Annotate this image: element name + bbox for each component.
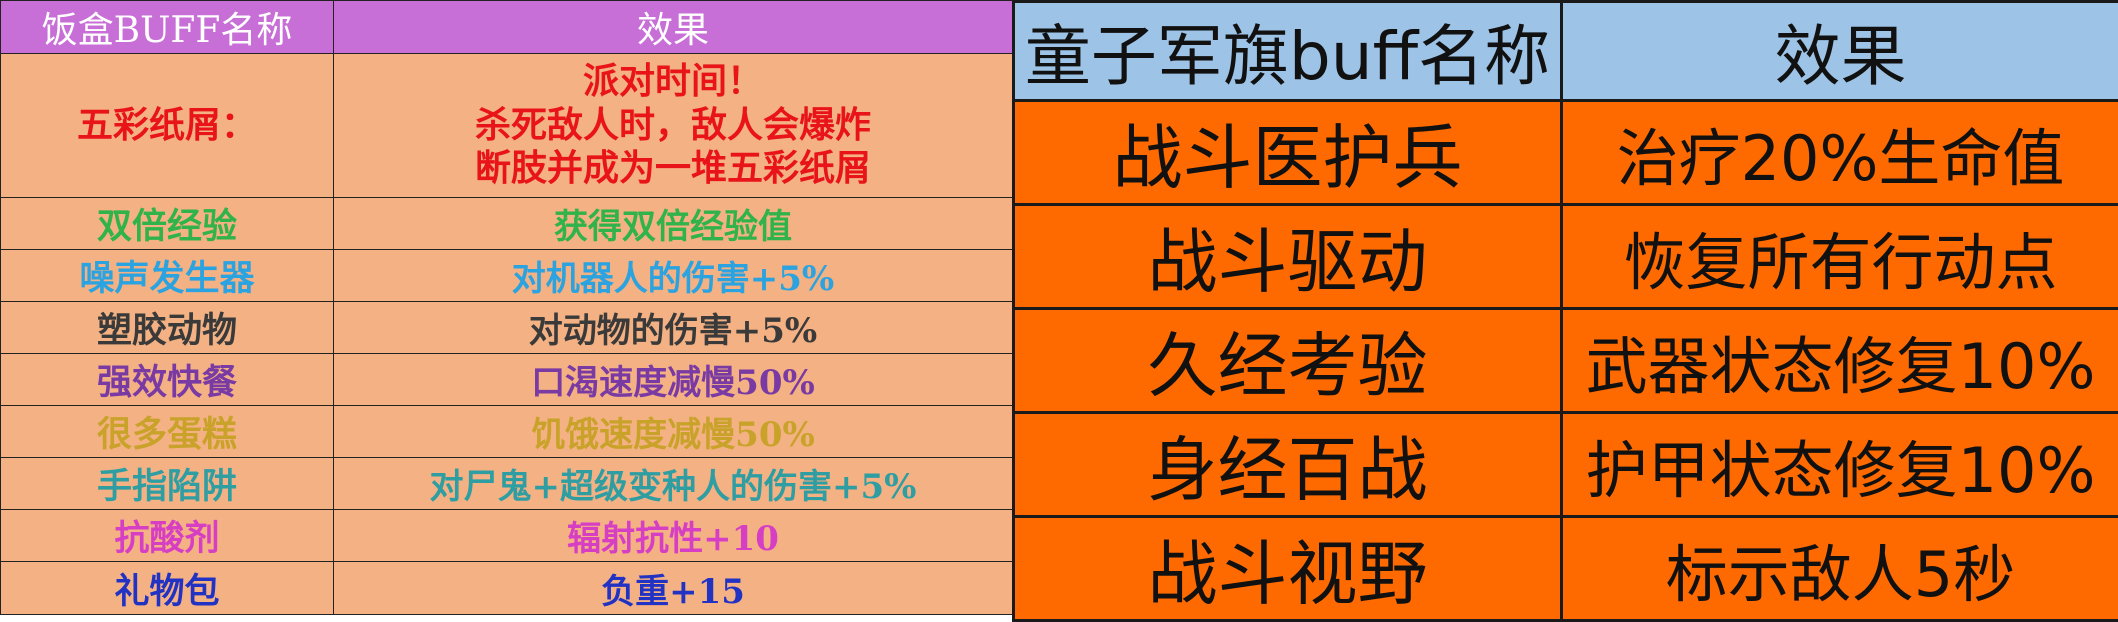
scout-banner-buff-table: 童子军旗buff名称 效果 战斗医护兵 治疗20%生命值 战斗驱动 恢复所有行动…	[1012, 0, 2118, 622]
buff-effect-cell: 对动物的伤害+5%	[334, 302, 1013, 354]
buff-name-cell: 手指陷阱	[1, 458, 334, 510]
buff-effect-cell: 口渴速度减慢50%	[334, 354, 1013, 406]
buff-effect-cell: 护甲状态修复10%	[1562, 413, 2118, 517]
buff-effect-cell: 派对时间！ 杀死敌人时，敌人会爆炸 断肢并成为一堆五彩纸屑	[334, 54, 1013, 198]
buff-name-cell: 强效快餐	[1, 354, 334, 406]
table-row: 战斗视野 标示敌人5秒	[1014, 517, 2118, 621]
buff-effect-cell: 对尸鬼+超级变种人的伤害+5%	[334, 458, 1013, 510]
table-row: 久经考验 武器状态修复10%	[1014, 309, 2118, 413]
header-effect: 效果	[334, 1, 1013, 54]
buff-effect-cell: 辐射抗性+10	[334, 510, 1013, 562]
header-buff-name: 童子军旗buff名称	[1014, 2, 1562, 101]
buff-name-cell: 噪声发生器	[1, 250, 334, 302]
table-row: 抗酸剂 辐射抗性+10	[1, 510, 1013, 562]
lunchbox-buff-table: 饭盒BUFF名称 效果 五彩纸屑： 派对时间！ 杀死敌人时，敌人会爆炸 断肢并成…	[0, 0, 1013, 615]
buff-effect-cell: 标示敌人5秒	[1562, 517, 2118, 621]
table-row: 五彩纸屑： 派对时间！ 杀死敌人时，敌人会爆炸 断肢并成为一堆五彩纸屑	[1, 54, 1013, 198]
buff-name-cell: 礼物包	[1, 562, 334, 615]
buff-name-cell: 久经考验	[1014, 309, 1562, 413]
buff-effect-cell: 负重+15	[334, 562, 1013, 615]
buff-name-cell: 战斗视野	[1014, 517, 1562, 621]
header-effect: 效果	[1562, 2, 2118, 101]
buff-name-cell: 抗酸剂	[1, 510, 334, 562]
table-row: 双倍经验 获得双倍经验值	[1, 198, 1013, 250]
buff-name-cell: 双倍经验	[1, 198, 334, 250]
buff-effect-cell: 恢复所有行动点	[1562, 205, 2118, 309]
table-row: 噪声发生器 对机器人的伤害+5%	[1, 250, 1013, 302]
effect-line: 断肢并成为一堆五彩纸屑	[334, 147, 1012, 191]
table-row: 战斗驱动 恢复所有行动点	[1014, 205, 2118, 309]
buff-name-cell: 很多蛋糕	[1, 406, 334, 458]
table-row: 手指陷阱 对尸鬼+超级变种人的伤害+5%	[1, 458, 1013, 510]
buff-table-image: 饭盒BUFF名称 效果 五彩纸屑： 派对时间！ 杀死敌人时，敌人会爆炸 断肢并成…	[0, 0, 2118, 592]
header-buff-name: 饭盒BUFF名称	[1, 1, 334, 54]
table-row: 很多蛋糕 饥饿速度减慢50%	[1, 406, 1013, 458]
buff-effect-cell: 饥饿速度减慢50%	[334, 406, 1013, 458]
buff-name-cell: 塑胶动物	[1, 302, 334, 354]
buff-effect-cell: 对机器人的伤害+5%	[334, 250, 1013, 302]
buff-effect-cell: 治疗20%生命值	[1562, 101, 2118, 205]
buff-effect-cell: 获得双倍经验值	[334, 198, 1013, 250]
table-row: 塑胶动物 对动物的伤害+5%	[1, 302, 1013, 354]
buff-name-cell: 战斗医护兵	[1014, 101, 1562, 205]
table-row: 战斗医护兵 治疗20%生命值	[1014, 101, 2118, 205]
table-header-row: 童子军旗buff名称 效果	[1014, 2, 2118, 101]
buff-name-cell: 战斗驱动	[1014, 205, 1562, 309]
table-row: 身经百战 护甲状态修复10%	[1014, 413, 2118, 517]
buff-name-cell: 五彩纸屑：	[1, 54, 334, 198]
effect-line: 杀死敌人时，敌人会爆炸	[334, 104, 1012, 148]
table-row: 礼物包 负重+15	[1, 562, 1013, 615]
table-header-row: 饭盒BUFF名称 效果	[1, 1, 1013, 54]
table-row: 强效快餐 口渴速度减慢50%	[1, 354, 1013, 406]
effect-line: 派对时间！	[334, 60, 1012, 104]
buff-name-cell: 身经百战	[1014, 413, 1562, 517]
buff-effect-cell: 武器状态修复10%	[1562, 309, 2118, 413]
